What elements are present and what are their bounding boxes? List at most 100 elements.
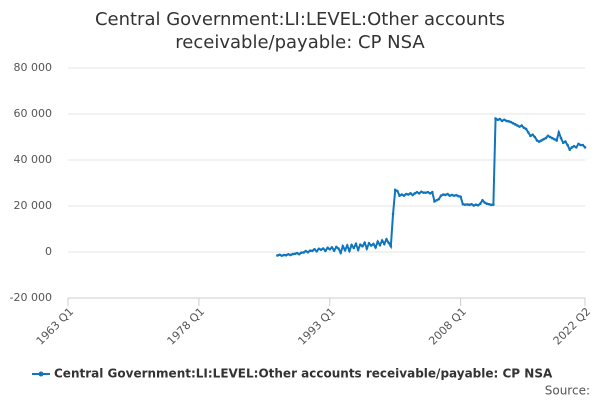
data-point bbox=[577, 142, 580, 146]
source: Source: bbox=[545, 384, 590, 398]
x-tick-label: 2022 Q2 bbox=[551, 305, 594, 348]
data-point bbox=[516, 124, 519, 127]
data-point bbox=[428, 192, 432, 195]
data-point bbox=[557, 131, 561, 134]
data-point bbox=[404, 192, 408, 196]
data-point bbox=[564, 140, 567, 143]
data-point bbox=[417, 192, 421, 195]
data-point bbox=[389, 244, 393, 248]
data-point bbox=[441, 193, 445, 196]
data-point bbox=[450, 193, 454, 197]
data-point bbox=[369, 244, 373, 247]
data-point bbox=[328, 247, 332, 251]
x-tick-label: 1993 Q1 bbox=[295, 305, 338, 348]
data-point bbox=[339, 251, 342, 254]
data-point bbox=[291, 252, 294, 256]
data-point bbox=[572, 144, 576, 148]
data-point bbox=[398, 194, 401, 197]
chart-title: Central Government:LI:LEVEL:Other accoun… bbox=[94, 9, 506, 53]
data-point bbox=[507, 120, 510, 123]
data-point bbox=[311, 249, 314, 253]
x-tick-label: 1963 Q1 bbox=[34, 305, 77, 348]
data-point bbox=[476, 204, 480, 207]
data-point bbox=[293, 252, 297, 256]
data-point bbox=[509, 120, 513, 124]
data-point bbox=[372, 242, 375, 246]
data-line bbox=[277, 116, 586, 257]
data-point bbox=[524, 127, 528, 131]
data-point bbox=[304, 249, 308, 253]
data-point bbox=[470, 202, 473, 206]
x-tick-label: 1978 Q1 bbox=[165, 305, 208, 348]
data-point bbox=[522, 126, 526, 130]
data-point bbox=[374, 246, 377, 249]
data-point bbox=[393, 188, 397, 192]
data-point bbox=[472, 204, 476, 207]
data-point bbox=[356, 248, 360, 251]
data-point bbox=[420, 190, 423, 194]
data-point bbox=[324, 249, 327, 253]
data-point bbox=[494, 117, 497, 120]
data-point bbox=[496, 118, 500, 122]
data-point bbox=[535, 139, 539, 142]
data-point bbox=[492, 203, 495, 206]
data-point bbox=[422, 191, 425, 194]
data-point bbox=[332, 249, 336, 252]
data-point bbox=[400, 193, 404, 196]
data-point bbox=[505, 119, 508, 123]
data-point bbox=[461, 202, 465, 206]
data-point bbox=[352, 246, 356, 250]
data-point bbox=[308, 249, 312, 252]
data-point bbox=[533, 135, 537, 139]
data-point bbox=[302, 251, 305, 254]
data-point bbox=[335, 245, 338, 249]
data-point bbox=[354, 242, 358, 246]
data-point bbox=[537, 140, 541, 143]
y-tick-label: 0 bbox=[45, 245, 52, 258]
data-point bbox=[297, 252, 301, 256]
data-point bbox=[559, 136, 563, 140]
data-point bbox=[485, 202, 489, 205]
data-point bbox=[282, 253, 286, 257]
legend-label: Central Government:LI:LEVEL:Other accoun… bbox=[54, 367, 553, 381]
data-point bbox=[424, 191, 428, 194]
data-point bbox=[487, 202, 491, 206]
data-point bbox=[531, 133, 534, 136]
data-point bbox=[518, 125, 521, 128]
data-point bbox=[345, 244, 349, 247]
data-point bbox=[526, 131, 530, 134]
data-point bbox=[289, 253, 292, 257]
data-point bbox=[306, 250, 310, 254]
data-point bbox=[457, 194, 460, 198]
data-point bbox=[544, 136, 548, 140]
data-point bbox=[380, 239, 384, 242]
data-point bbox=[452, 194, 456, 197]
data-point bbox=[478, 202, 482, 205]
data-point bbox=[448, 194, 452, 197]
data-point bbox=[343, 248, 347, 252]
data-point bbox=[409, 192, 412, 195]
data-point bbox=[548, 135, 552, 139]
data-point bbox=[280, 254, 284, 257]
data-point bbox=[407, 193, 410, 196]
data-point bbox=[348, 249, 351, 253]
data-point bbox=[529, 134, 532, 138]
data-point bbox=[402, 194, 406, 197]
data-point bbox=[500, 119, 504, 123]
data-point bbox=[278, 253, 281, 257]
data-point bbox=[465, 203, 469, 206]
data-point bbox=[433, 200, 436, 203]
data-point bbox=[363, 241, 366, 245]
data-point bbox=[439, 194, 443, 197]
data-point bbox=[287, 253, 290, 256]
data-point bbox=[341, 244, 345, 248]
y-tick-label: 60 000 bbox=[14, 107, 53, 120]
data-point bbox=[376, 240, 380, 243]
data-point bbox=[365, 247, 369, 250]
data-point bbox=[474, 203, 478, 206]
data-point bbox=[337, 247, 340, 250]
data-point bbox=[520, 124, 524, 127]
data-point bbox=[463, 203, 467, 206]
data-point bbox=[391, 212, 395, 216]
data-point bbox=[550, 136, 554, 140]
